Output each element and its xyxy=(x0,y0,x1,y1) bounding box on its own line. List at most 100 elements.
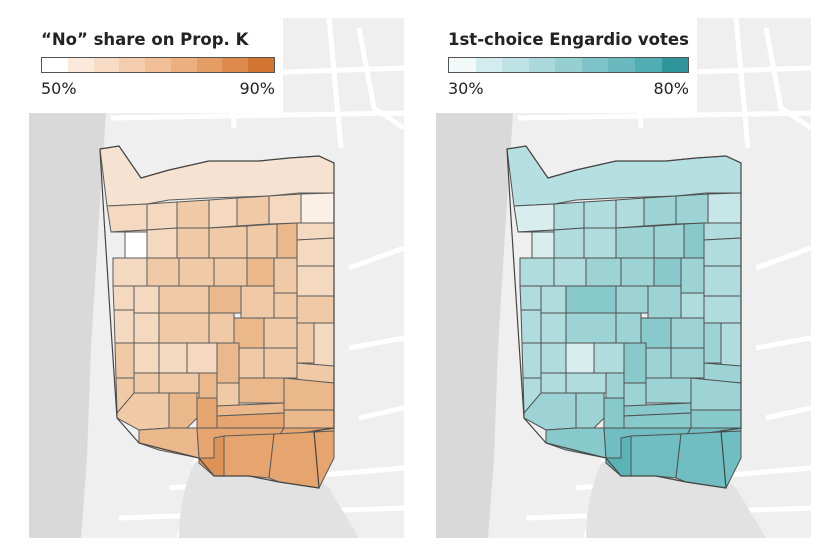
tract-polygon xyxy=(623,342,647,384)
legend-max-label: 90% xyxy=(239,79,275,98)
tract-polygon xyxy=(615,197,645,229)
tract-polygon xyxy=(520,309,542,344)
tract-polygon xyxy=(643,195,677,227)
legend-swatch xyxy=(42,58,68,72)
tract-polygon xyxy=(178,257,215,287)
legend-swatch xyxy=(634,58,662,72)
tract-polygon xyxy=(565,372,607,394)
tract-polygon xyxy=(168,392,198,429)
tract-polygon xyxy=(133,285,160,314)
legend-title: 1st-choice Engardio votes xyxy=(448,30,689,49)
tract-polygon xyxy=(216,342,240,384)
legend-swatch xyxy=(528,58,556,72)
tract-polygon xyxy=(653,223,685,259)
tract-polygon xyxy=(196,397,218,429)
tract-polygon xyxy=(603,397,625,429)
legend-swatch xyxy=(145,58,171,72)
tract-polygon xyxy=(176,199,210,229)
tract-polygon xyxy=(703,237,742,267)
tract-polygon xyxy=(313,322,335,367)
legend-color-bar xyxy=(41,57,275,73)
tract-polygon xyxy=(585,257,622,287)
ocean xyxy=(29,18,107,538)
tract-polygon xyxy=(519,257,555,287)
tract-polygon xyxy=(268,193,302,225)
tract-polygon xyxy=(623,412,692,429)
tract-polygon xyxy=(113,309,135,344)
tract-polygon xyxy=(296,265,335,297)
tract-polygon xyxy=(106,203,148,233)
tract-polygon xyxy=(615,285,649,314)
tract-polygon xyxy=(238,377,285,404)
ocean xyxy=(436,18,514,538)
tract-polygon xyxy=(246,257,275,287)
legend-swatch xyxy=(119,58,146,72)
tract-polygon xyxy=(615,225,655,259)
legend-swatch xyxy=(248,58,275,72)
tract-polygon xyxy=(216,412,285,429)
tract-polygon xyxy=(112,257,148,287)
tract-polygon xyxy=(263,317,298,349)
tract-polygon xyxy=(521,342,542,379)
legend-swatch xyxy=(196,58,223,72)
tract-polygon xyxy=(124,231,148,259)
tract-polygon xyxy=(158,285,210,314)
legend-title: “No” share on Prop. K xyxy=(41,30,249,49)
legend-swatch xyxy=(555,58,582,72)
tract-polygon xyxy=(186,342,218,374)
tract-polygon xyxy=(296,222,335,241)
tract-polygon xyxy=(513,203,555,233)
tract-layer xyxy=(506,145,742,489)
tract-polygon xyxy=(670,317,705,349)
legend-swatch xyxy=(475,58,503,72)
tract-polygon xyxy=(623,382,647,407)
tract-polygon xyxy=(575,392,605,429)
tract-polygon xyxy=(263,347,298,379)
legend-prop-k: “No” share on Prop. K 50% 90% xyxy=(29,18,283,113)
engardio-map xyxy=(436,18,811,538)
tract-polygon xyxy=(553,201,585,231)
tract-polygon xyxy=(647,285,682,319)
tract-polygon xyxy=(133,372,160,394)
legend-swatch xyxy=(222,58,249,72)
tract-polygon xyxy=(213,257,248,287)
district-outline xyxy=(506,145,742,489)
tract-polygon xyxy=(146,201,178,231)
tract-polygon xyxy=(146,257,180,287)
legend-min-label: 30% xyxy=(448,79,484,98)
tract-polygon xyxy=(238,347,265,379)
tract-polygon xyxy=(240,285,275,319)
tract-polygon xyxy=(158,342,188,374)
legend-swatch xyxy=(608,58,635,72)
tract-polygon xyxy=(615,312,642,344)
tract-polygon xyxy=(703,222,742,241)
tract-polygon xyxy=(216,382,240,407)
tract-polygon xyxy=(283,409,335,429)
tract-polygon xyxy=(690,409,742,429)
tract-polygon xyxy=(273,292,298,319)
legend-swatch xyxy=(661,58,689,72)
tract-polygon xyxy=(296,322,315,364)
tract-polygon xyxy=(146,227,178,259)
tract-polygon xyxy=(605,372,625,399)
tract-polygon xyxy=(176,227,210,259)
tract-polygon xyxy=(653,257,682,287)
tract-polygon xyxy=(246,223,278,259)
tract-polygon xyxy=(707,192,742,224)
tract-polygon xyxy=(583,199,617,229)
legend-swatch xyxy=(170,58,197,72)
tract-polygon xyxy=(645,377,692,404)
legend-swatch xyxy=(581,58,609,72)
tract-polygon xyxy=(565,312,617,344)
legend-swatch xyxy=(502,58,529,72)
tract-polygon xyxy=(720,322,742,367)
legend-swatch xyxy=(449,58,476,72)
legend-engardio: 1st-choice Engardio votes 30% 80% xyxy=(436,18,697,113)
tract-polygon xyxy=(703,265,742,297)
map-panel-engardio: 1st-choice Engardio votes 30% 80% xyxy=(436,18,811,538)
tract-polygon xyxy=(300,192,335,224)
tract-polygon xyxy=(236,195,270,227)
tract-polygon xyxy=(680,292,705,319)
tract-polygon xyxy=(208,285,242,314)
tract-polygon xyxy=(540,342,567,374)
